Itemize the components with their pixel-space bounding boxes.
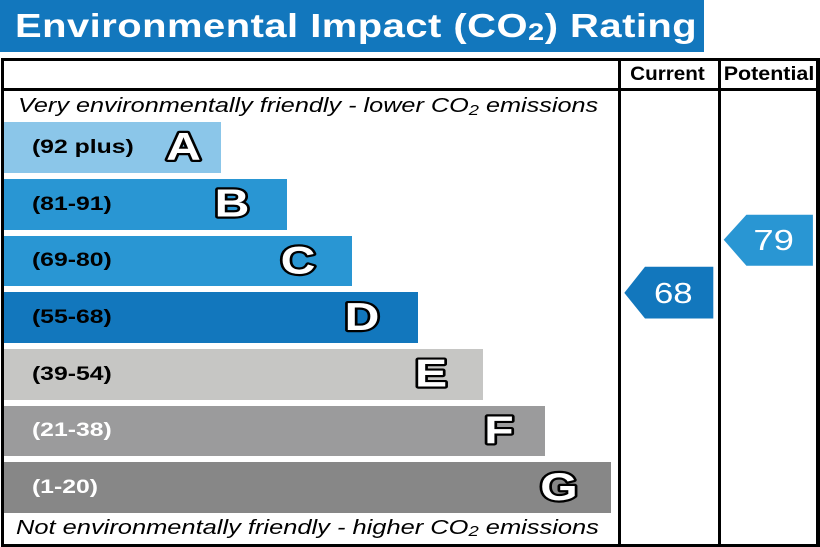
svg-text:68: 68 — [654, 277, 693, 309]
svg-text:A: A — [166, 126, 201, 168]
svg-text:79: 79 — [753, 224, 794, 256]
svg-text:F: F — [484, 410, 513, 452]
svg-text:G: G — [540, 466, 577, 508]
svg-text:E: E — [415, 353, 447, 395]
svg-text:B: B — [215, 183, 250, 225]
svg-text:D: D — [345, 296, 380, 338]
svg-text:C: C — [281, 240, 316, 282]
